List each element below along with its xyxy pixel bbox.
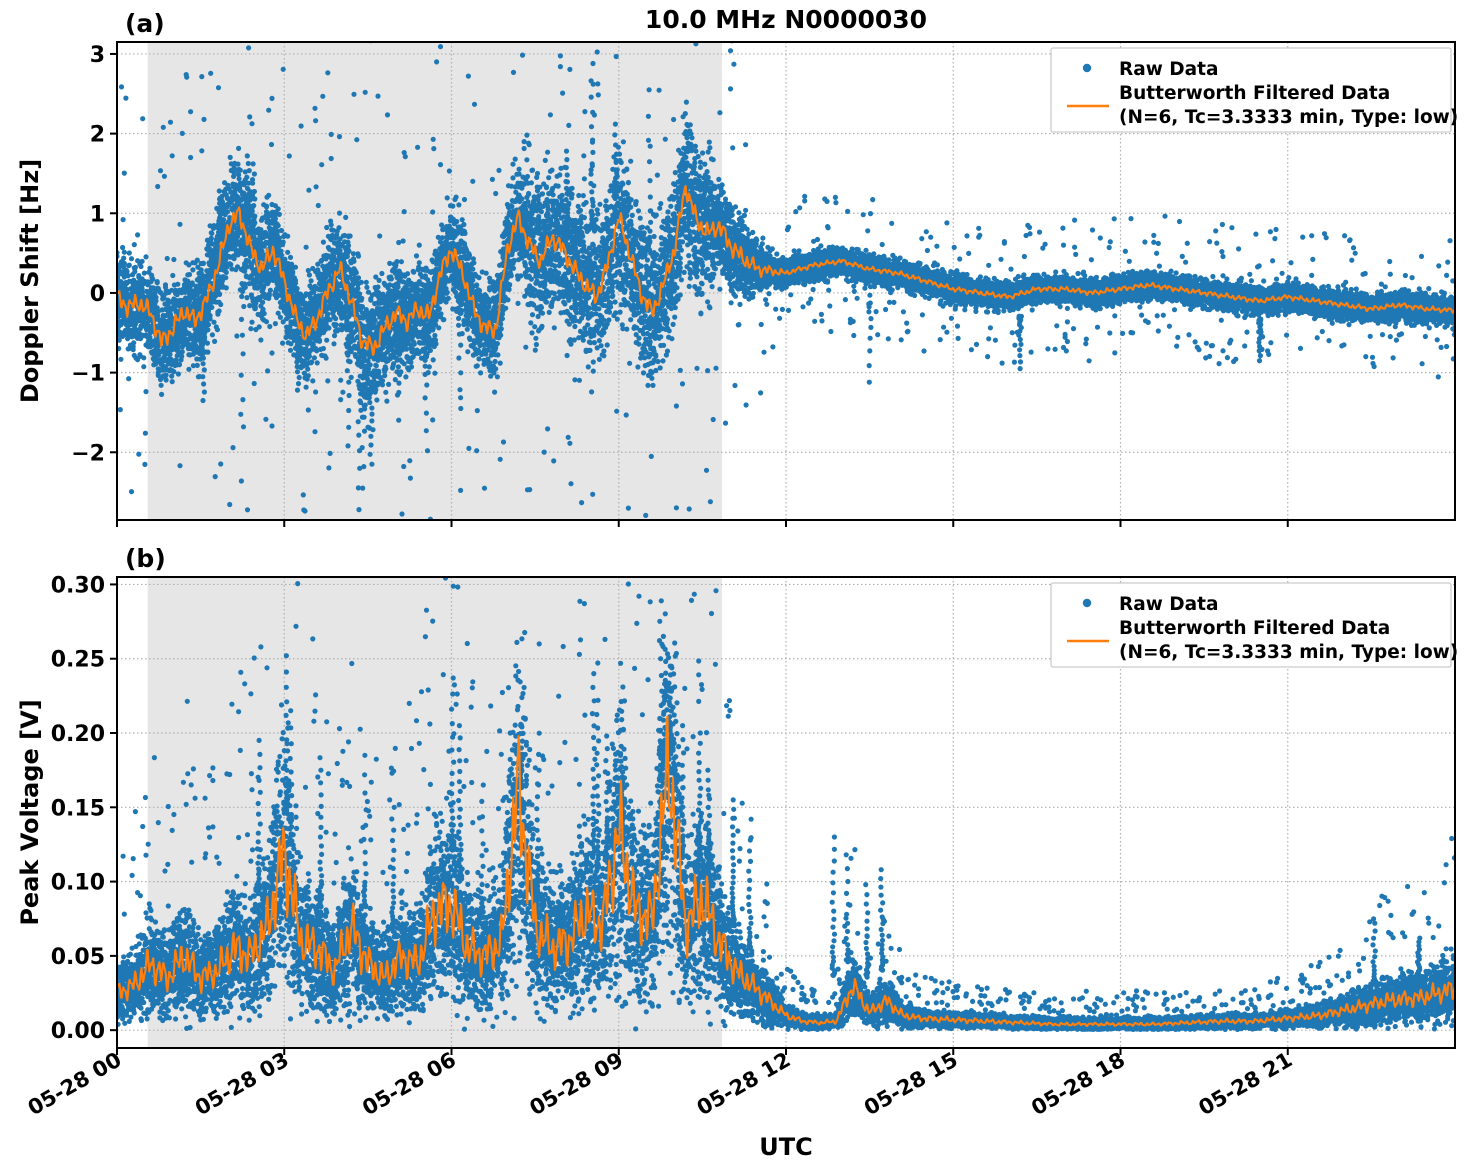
- y-tick-label: 0.30: [51, 573, 105, 598]
- y-tick-label: 1: [90, 202, 105, 227]
- legend-marker-raw: [1083, 599, 1091, 607]
- y-tick-label: 0.20: [51, 722, 105, 747]
- x-tick-label: 05-28 03: [191, 1048, 293, 1121]
- legend-label-raw: Raw Data: [1119, 59, 1218, 80]
- legend-label-filtered-line1: Butterworth Filtered Data: [1119, 83, 1390, 104]
- panel-b: 0.00 0.05 0.10 0.15 0.20 0.25 0.30 Peak Voltage…: [16, 544, 1458, 1055]
- x-axis-label: UTC: [759, 1133, 812, 1161]
- legend: Raw Data Butterworth Filtered Data (N=6, T…: [1051, 583, 1458, 667]
- legend-label-raw: Raw Data: [1119, 594, 1218, 615]
- y-tick-label: −1: [71, 362, 105, 387]
- y-axis-label: Peak Voltage [V]: [16, 699, 44, 925]
- y-tick-label: 2: [90, 123, 105, 148]
- x-tick-label: 05-28 15: [860, 1048, 962, 1121]
- y-axis-label: Doppler Shift [Hz]: [16, 159, 44, 403]
- figure-title: 10.0 MHz N0000030: [645, 5, 927, 34]
- legend-label-filtered-line2: (N=6, Tc=3.3333 min, Type: low): [1119, 107, 1458, 128]
- panel-a: −2 −1 0 1 2 3 Doppler Shift [Hz] (a) Raw Data But…: [16, 9, 1458, 527]
- x-tick-label: 05-28 12: [693, 1048, 795, 1121]
- x-tick-label: 05-28 06: [358, 1048, 460, 1121]
- legend: Raw Data Butterworth Filtered Data (N=6, T…: [1051, 48, 1458, 132]
- y-tick-label: 0: [90, 282, 105, 307]
- y-tick-label: 0.25: [51, 648, 105, 673]
- legend-marker-raw: [1083, 64, 1091, 72]
- y-tick-label: 0.15: [51, 796, 105, 821]
- panel-label-a: (a): [125, 9, 165, 38]
- legend-label-filtered-line1: Butterworth Filtered Data: [1119, 618, 1390, 639]
- x-tick-label: 05-28 18: [1027, 1048, 1129, 1121]
- y-tick-label: 0.00: [51, 1019, 105, 1044]
- y-tick-label: 0.05: [51, 945, 105, 970]
- x-tick-labels: 05-28 00 05-28 03 05-28 06 05-28 09 05-28 12…: [24, 1048, 1297, 1121]
- x-tick-label: 05-28 21: [1194, 1048, 1296, 1121]
- y-tick-label: −2: [71, 441, 105, 466]
- y-tick-label: 3: [90, 43, 105, 68]
- x-tick-label: 05-28 00: [24, 1048, 126, 1121]
- panel-label-b: (b): [125, 544, 166, 573]
- x-tick-label: 05-28 09: [525, 1048, 627, 1121]
- y-tick-label: 0.10: [51, 871, 105, 896]
- legend-label-filtered-line2: (N=6, Tc=3.3333 min, Type: low): [1119, 642, 1458, 663]
